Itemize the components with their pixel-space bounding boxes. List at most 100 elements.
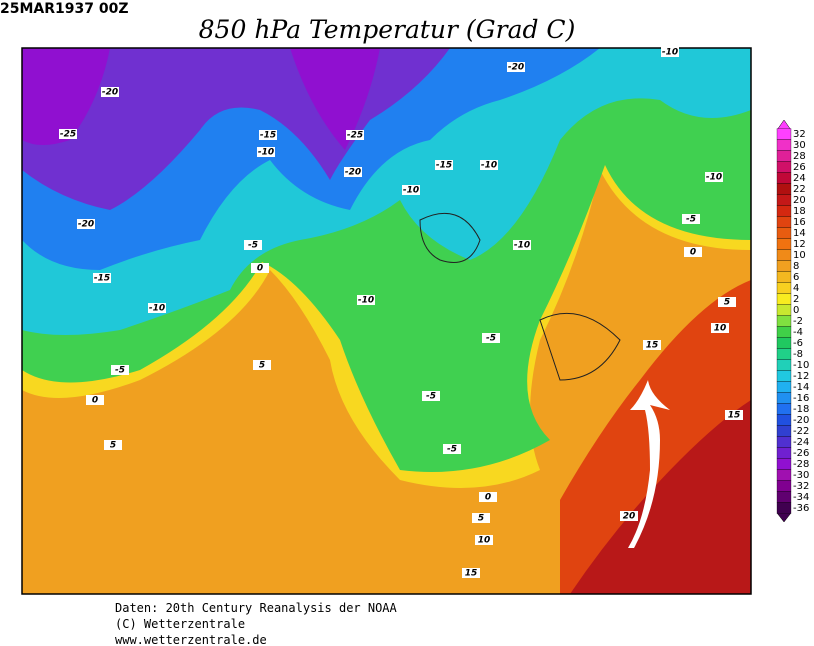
contour-label-box [251,263,269,273]
contour-label-box [472,513,490,523]
colorbar-label: 6 [793,272,799,283]
footer-line: Daten: 20th Century Reanalysis der NOAA [115,601,398,615]
colorbar-swatch [776,194,792,206]
colorbar-swatch [776,128,792,140]
contour-label: -5 [426,392,436,402]
contour-label-box [422,391,440,401]
colorbar-swatch [776,480,792,492]
colorbar-label: 26 [793,162,806,173]
colorbar-label: -36 [793,503,809,514]
contour-label-box [257,147,275,157]
contour-label: -15 [94,274,110,284]
colorbar-label: -10 [793,360,809,371]
colorbar-swatch [776,183,792,195]
contour-label-box [705,172,723,182]
contour-label-box [59,129,77,139]
contour-label: -25 [60,130,76,140]
contour-label-box [93,273,111,283]
contour-label: 20 [623,512,636,522]
contour-label: -15 [436,161,452,171]
contour-label-box [513,240,531,250]
contour-label-box [259,130,277,140]
colorbar-label: -16 [793,393,809,404]
arrow [628,380,670,548]
contour-label-box [682,214,700,224]
colorbar-label: 30 [793,140,806,151]
colorbar-swatch [776,216,792,228]
contour-label: 0 [92,396,98,406]
contour-label: -10 [403,186,419,196]
colorbar-swatch [776,150,792,162]
colorbar-swatch [776,458,792,470]
contour-label: -20 [508,63,524,73]
colorbar-swatch [776,359,792,371]
colorbar-label: 22 [793,184,806,195]
contour-label-box [661,47,679,57]
contour-label: -5 [486,334,496,344]
colorbar-label: 24 [793,173,806,184]
colorbar-label: -28 [793,459,809,470]
colorbar-label: -24 [793,437,809,448]
contour-label-box [104,440,122,450]
colorbar-label: 12 [793,239,806,250]
colorbar-swatch [776,348,792,360]
colorbar-label: 28 [793,151,806,162]
contour-label: 15 [728,411,741,421]
contour-label: -20 [102,88,118,98]
contour-label-box [480,160,498,170]
colorbar-label: -20 [793,415,809,426]
colorbar-label: -14 [793,382,809,393]
contour-label-box [482,333,500,343]
colorbar-swatch [776,260,792,272]
colorbar-swatch [776,502,792,514]
colorbar-label: 0 [793,305,799,316]
colorbar-label: 8 [793,261,799,272]
timestamp: 25MAR1937 00Z [0,1,129,17]
contour-label: -5 [115,366,125,376]
contour-label: -25 [347,131,363,141]
colorbar-swatch [776,326,792,338]
colorbar-bottom [776,512,792,523]
contour-label: -5 [248,241,258,251]
colorbar-label: -34 [793,492,809,503]
contour-label-box [620,511,638,521]
colorbar-swatch [776,293,792,305]
contour-label: 10 [478,536,491,546]
colorbar-swatch [776,282,792,294]
colorbar-label: -2 [793,316,803,327]
contour-label: -10 [706,173,722,183]
colorbar-swatch [776,381,792,393]
temperature-field [22,48,751,594]
contour-label-box [443,444,461,454]
contour-label-box [479,492,497,502]
contour-label-box [507,62,525,72]
colorbar-swatch [776,403,792,415]
contour-label-box [101,87,119,97]
contour-label-box [643,340,661,350]
colorbar-label: 4 [793,283,799,294]
contour-label: 0 [485,493,491,503]
colorbar-swatch [776,447,792,459]
contour-label: -5 [686,215,696,225]
colorbar-swatch [776,172,792,184]
contour-label-box [77,219,95,229]
colorbar-swatch [776,469,792,481]
contour-label-box [86,395,104,405]
contour-label-box [346,130,364,140]
contour-label-box [435,160,453,170]
colorbar-label: 32 [793,129,806,140]
colorbar-swatch [776,139,792,151]
contour-label: -10 [358,296,374,306]
contour-label: 5 [259,361,265,371]
contour-label: -10 [149,304,165,314]
contour-label: -15 [260,131,276,141]
colorbar-label: 20 [793,195,806,206]
footer-line: (C) Wetterzentrale [115,617,245,631]
contour-label: -10 [662,48,678,58]
colorbar-label: 16 [793,217,806,228]
colorbar-label: -30 [793,470,809,481]
contour-label-box [684,247,702,257]
contour-label-box [462,568,480,578]
colorbar-swatch [776,414,792,426]
